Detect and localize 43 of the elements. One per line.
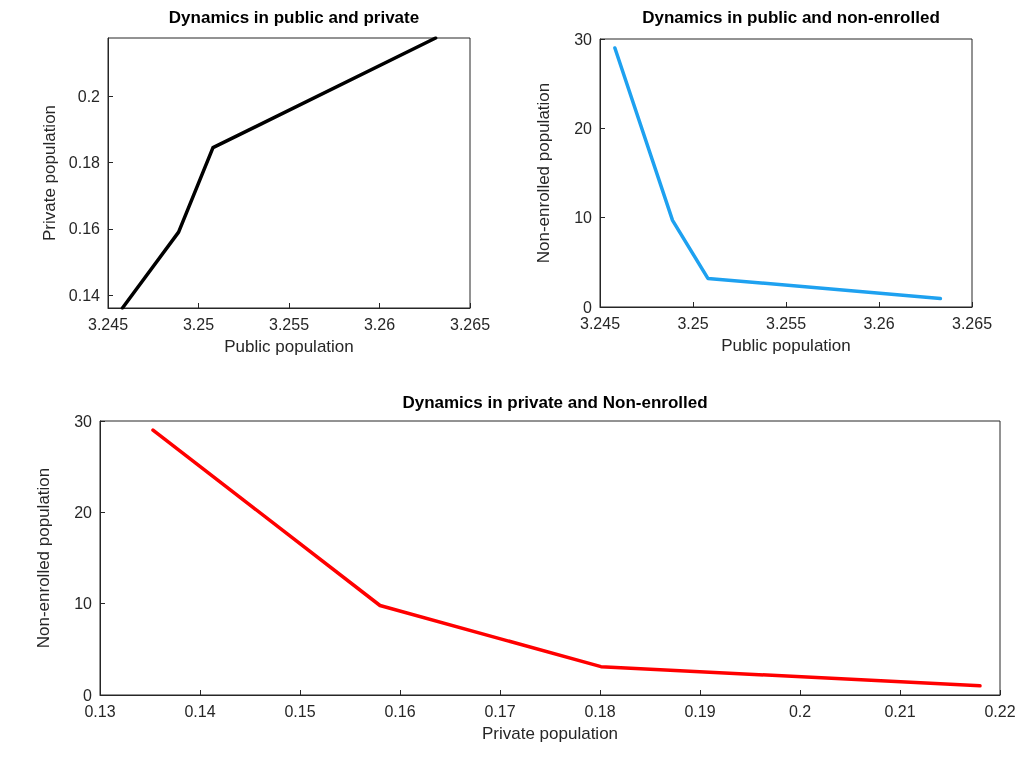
y-tick-label: 20 (74, 503, 93, 521)
x-tick-label: 0.2 (788, 702, 812, 720)
x-axis-title: Public population (721, 336, 851, 355)
y-tick-label: 0.16 (68, 220, 101, 238)
x-tick-label: 3.26 (863, 314, 895, 332)
line-series (613, 46, 943, 301)
y-tick-label: 0.14 (68, 286, 101, 304)
y-tick-label: 20 (574, 119, 593, 137)
x-tick-label: 3.245 (579, 314, 621, 332)
x-tick-label: 0.14 (184, 702, 216, 720)
x-axis-title: Private population (481, 724, 619, 743)
y-tick-label: 0.2 (77, 87, 101, 105)
x-tick-label: 3.26 (363, 315, 396, 333)
x-tick-label: 0.15 (284, 702, 316, 720)
y-axis-title: Non-enrolled population (534, 82, 553, 264)
y-tick-label: 30 (74, 412, 93, 430)
x-tick-label: 3.25 (677, 314, 709, 332)
x-tick-label: 0.17 (484, 702, 516, 720)
y-tick-label: 10 (574, 209, 593, 227)
y-tick-label: 30 (574, 30, 593, 48)
x-tick-label: 3.25 (182, 315, 215, 333)
chart-title: Dynamics in public and private (168, 8, 420, 27)
x-tick-label: 3.265 (951, 314, 993, 332)
y-tick-label: 10 (74, 595, 93, 613)
line-series (120, 36, 438, 310)
chart-title: Dynamics in public and non-enrolled (642, 8, 940, 27)
x-tick-label: 3.265 (449, 315, 491, 333)
x-tick-label: 3.255 (765, 314, 807, 332)
x-tick-label: 3.255 (268, 315, 310, 333)
y-tick-label: 0.18 (68, 154, 101, 172)
y-axis-title: Non-enrolled population (34, 467, 53, 649)
x-tick-label: 0.21 (884, 702, 916, 720)
y-axis-title: Private population (39, 104, 59, 242)
x-axis-title: Public population (224, 337, 354, 356)
x-tick-label: 0.16 (384, 702, 416, 720)
x-tick-label: 3.245 (87, 315, 129, 333)
chart-title: Dynamics in private and Non-enrolled (402, 393, 708, 412)
x-tick-label: 0.13 (84, 702, 116, 720)
x-tick-label: 0.19 (684, 702, 716, 720)
y-tick-label: 0 (583, 298, 593, 316)
x-tick-label: 0.22 (984, 702, 1016, 720)
y-tick-label: 0 (83, 686, 93, 704)
line-series (151, 428, 982, 688)
